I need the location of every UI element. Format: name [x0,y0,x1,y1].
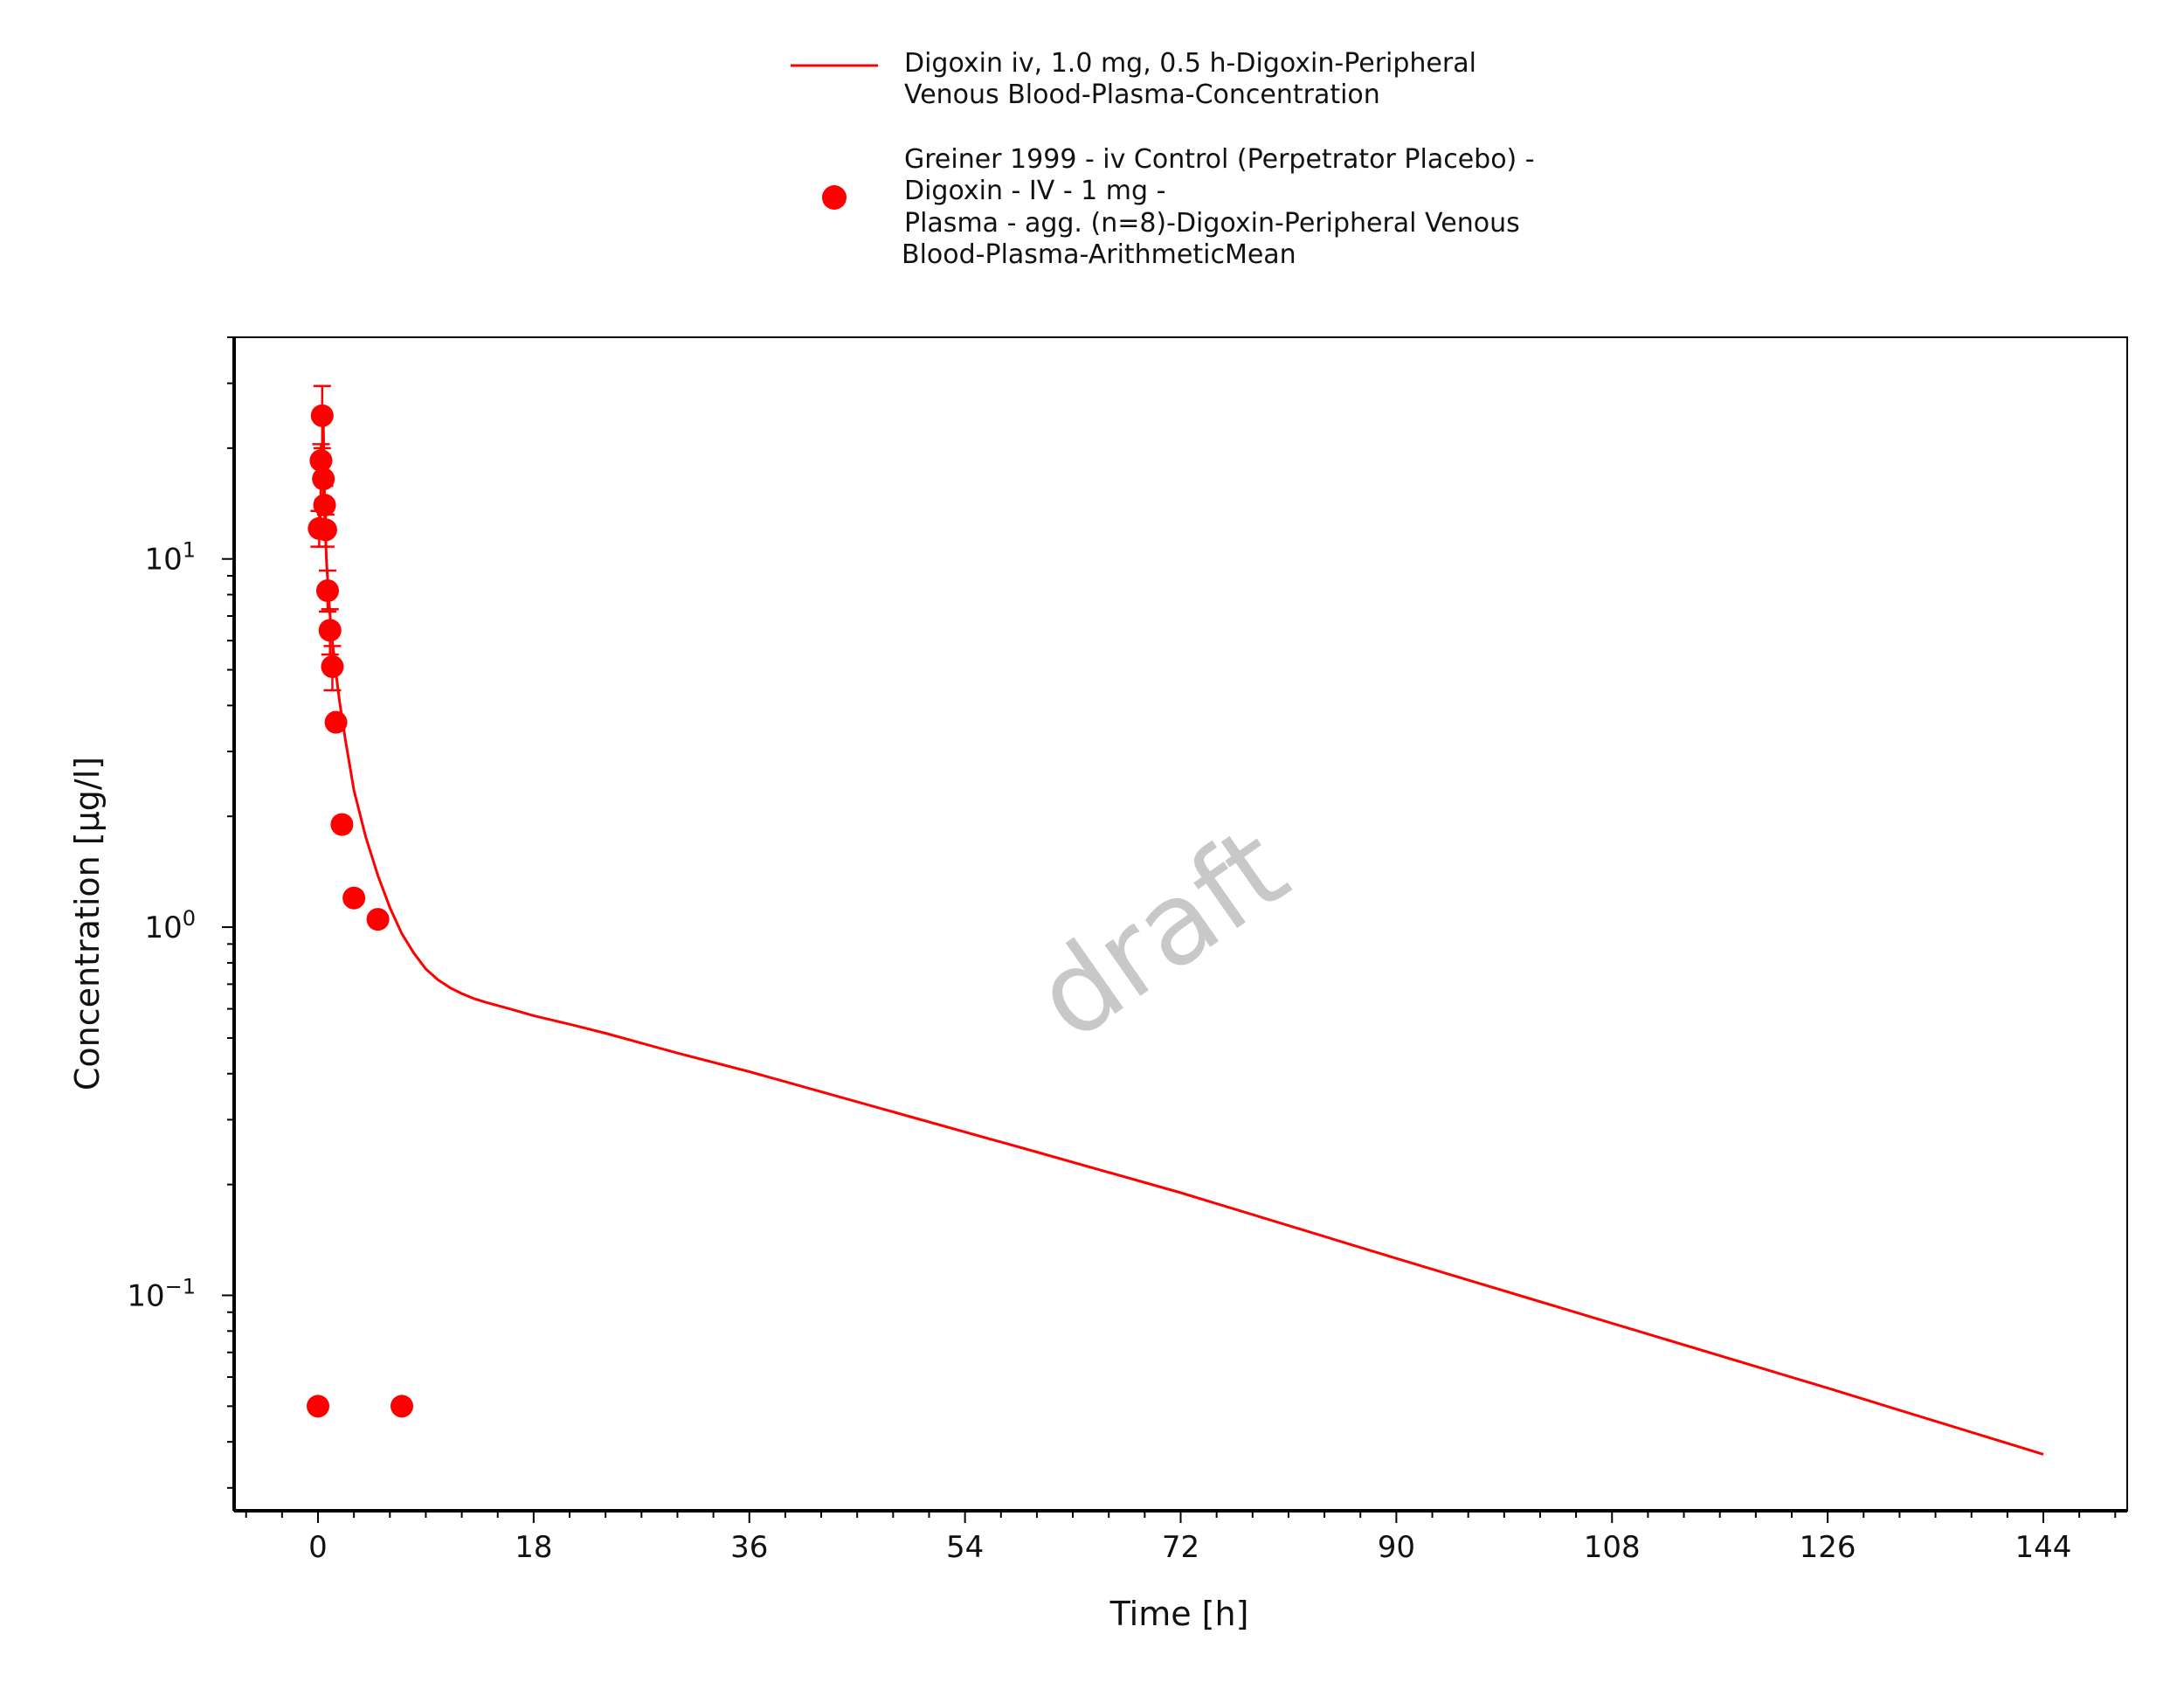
x-tick-label: 108 [1584,1530,1641,1565]
x-tick-label: 126 [1800,1530,1856,1565]
x-tick-label: 36 [730,1530,768,1565]
x-tick-label: 72 [1162,1530,1199,1565]
y-axis-title: Concentration [µg/l] [68,757,107,1090]
series-layer [307,384,2044,1456]
x-tick-label: 144 [2015,1530,2072,1565]
data-point [313,494,336,517]
x-tick-label: 54 [946,1530,984,1565]
x-tick-label: 18 [515,1530,552,1565]
legend-line-label-2: Venous Blood-Plasma-Concentration [904,80,1380,110]
x-axis-title: Time [h] [1109,1595,1249,1633]
legend: Digoxin iv, 1.0 mg, 0.5 h-Digoxin-Periph… [791,48,1535,270]
data-point [321,654,344,678]
y-tick-label: 101 [144,538,196,578]
data-point [318,619,342,642]
ticks: 0 18 36 54 72 90 108 126 144 10−1 100 101 [127,336,2117,1565]
x-tick-label: 0 [308,1530,328,1565]
legend-marker-swatch [822,185,847,210]
data-point [309,449,333,473]
legend-line-label-1: Digoxin iv, 1.0 mg, 0.5 h-Digoxin-Periph… [904,48,1476,79]
legend-marker-label-1: Greiner 1999 - iv Control (Perpetrator P… [904,144,1535,175]
legend-marker-label-4: Blood-Plasma-ArithmeticMean [902,239,1296,270]
legend-marker-label-3: Plasma - agg. (n=8)-Digoxin-Peripheral V… [904,208,1520,239]
data-point [314,518,337,542]
data-point [330,813,354,836]
data-point [310,404,334,427]
watermark-draft: draft [1013,801,1310,1065]
data-point [315,579,339,603]
data-point [366,908,390,931]
y-tick-label: 10−1 [127,1274,196,1313]
data-point [390,1395,414,1418]
x-tick-label: 90 [1378,1530,1415,1565]
data-point [324,710,348,734]
data-point [307,1395,330,1418]
y-tick-label: 100 [144,906,196,945]
data-point [312,467,335,491]
legend-marker-label-2: Digoxin - IV - 1 mg - [904,176,1165,206]
data-point [342,886,366,910]
